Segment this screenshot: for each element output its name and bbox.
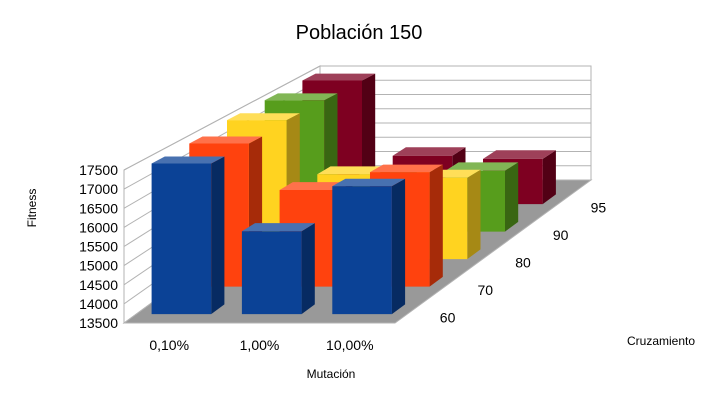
bar-side [467, 169, 481, 260]
chart-bars [151, 73, 556, 315]
x-tick-label: 10,00% [326, 337, 373, 353]
bar-side [505, 162, 519, 232]
bar [332, 178, 406, 315]
bar-side [429, 164, 443, 287]
bar-side [301, 223, 315, 315]
bar-top [483, 150, 556, 159]
depth-tick-label: 70 [478, 282, 494, 298]
y-tick-label: 16500 [79, 200, 118, 216]
depth-tick-label: 90 [553, 227, 569, 243]
y-tick-label: 16000 [79, 219, 118, 235]
y-tick-label: 14000 [79, 296, 118, 312]
depth-tick-label: 95 [591, 199, 607, 215]
x-axis-label: Mutación [307, 367, 356, 381]
bar-top [227, 113, 300, 121]
bar-top [392, 147, 466, 156]
bar-side [211, 156, 225, 315]
bar-top [241, 223, 315, 232]
bar-top [264, 93, 338, 101]
y-tick-label: 17000 [79, 181, 118, 197]
bar-top [370, 164, 443, 173]
bar [241, 223, 315, 315]
gridline [123, 65, 591, 171]
bar-front [151, 163, 212, 315]
depth-tick-label: 80 [515, 254, 531, 270]
y-tick-label: 15000 [79, 258, 118, 274]
y-tick-label: 15500 [79, 239, 118, 255]
bar-top [151, 156, 225, 164]
chart-labels: Población 150 Mutación Fitness Cruzamien… [25, 22, 695, 381]
depth-tick-label: 60 [440, 309, 456, 325]
bar-top [302, 73, 376, 81]
bar [151, 156, 225, 315]
bar-front [332, 186, 392, 315]
y-tick-label: 17500 [79, 162, 118, 178]
bar-top [189, 136, 263, 144]
bar-side [542, 150, 556, 205]
bar-front [241, 231, 302, 315]
bar-side [391, 178, 406, 315]
x-tick-label: 1,00% [240, 337, 280, 353]
y-tick-label: 13500 [79, 315, 118, 331]
y-tick-label: 14500 [79, 277, 118, 293]
z-axis-label: Cruzamiento [627, 334, 695, 348]
bar-top [445, 162, 519, 171]
y-axis-label: Fitness [25, 189, 39, 228]
x-tick-label: 0,10% [149, 337, 189, 353]
chart-title: Población 150 [296, 22, 423, 44]
bar-top [332, 178, 406, 187]
